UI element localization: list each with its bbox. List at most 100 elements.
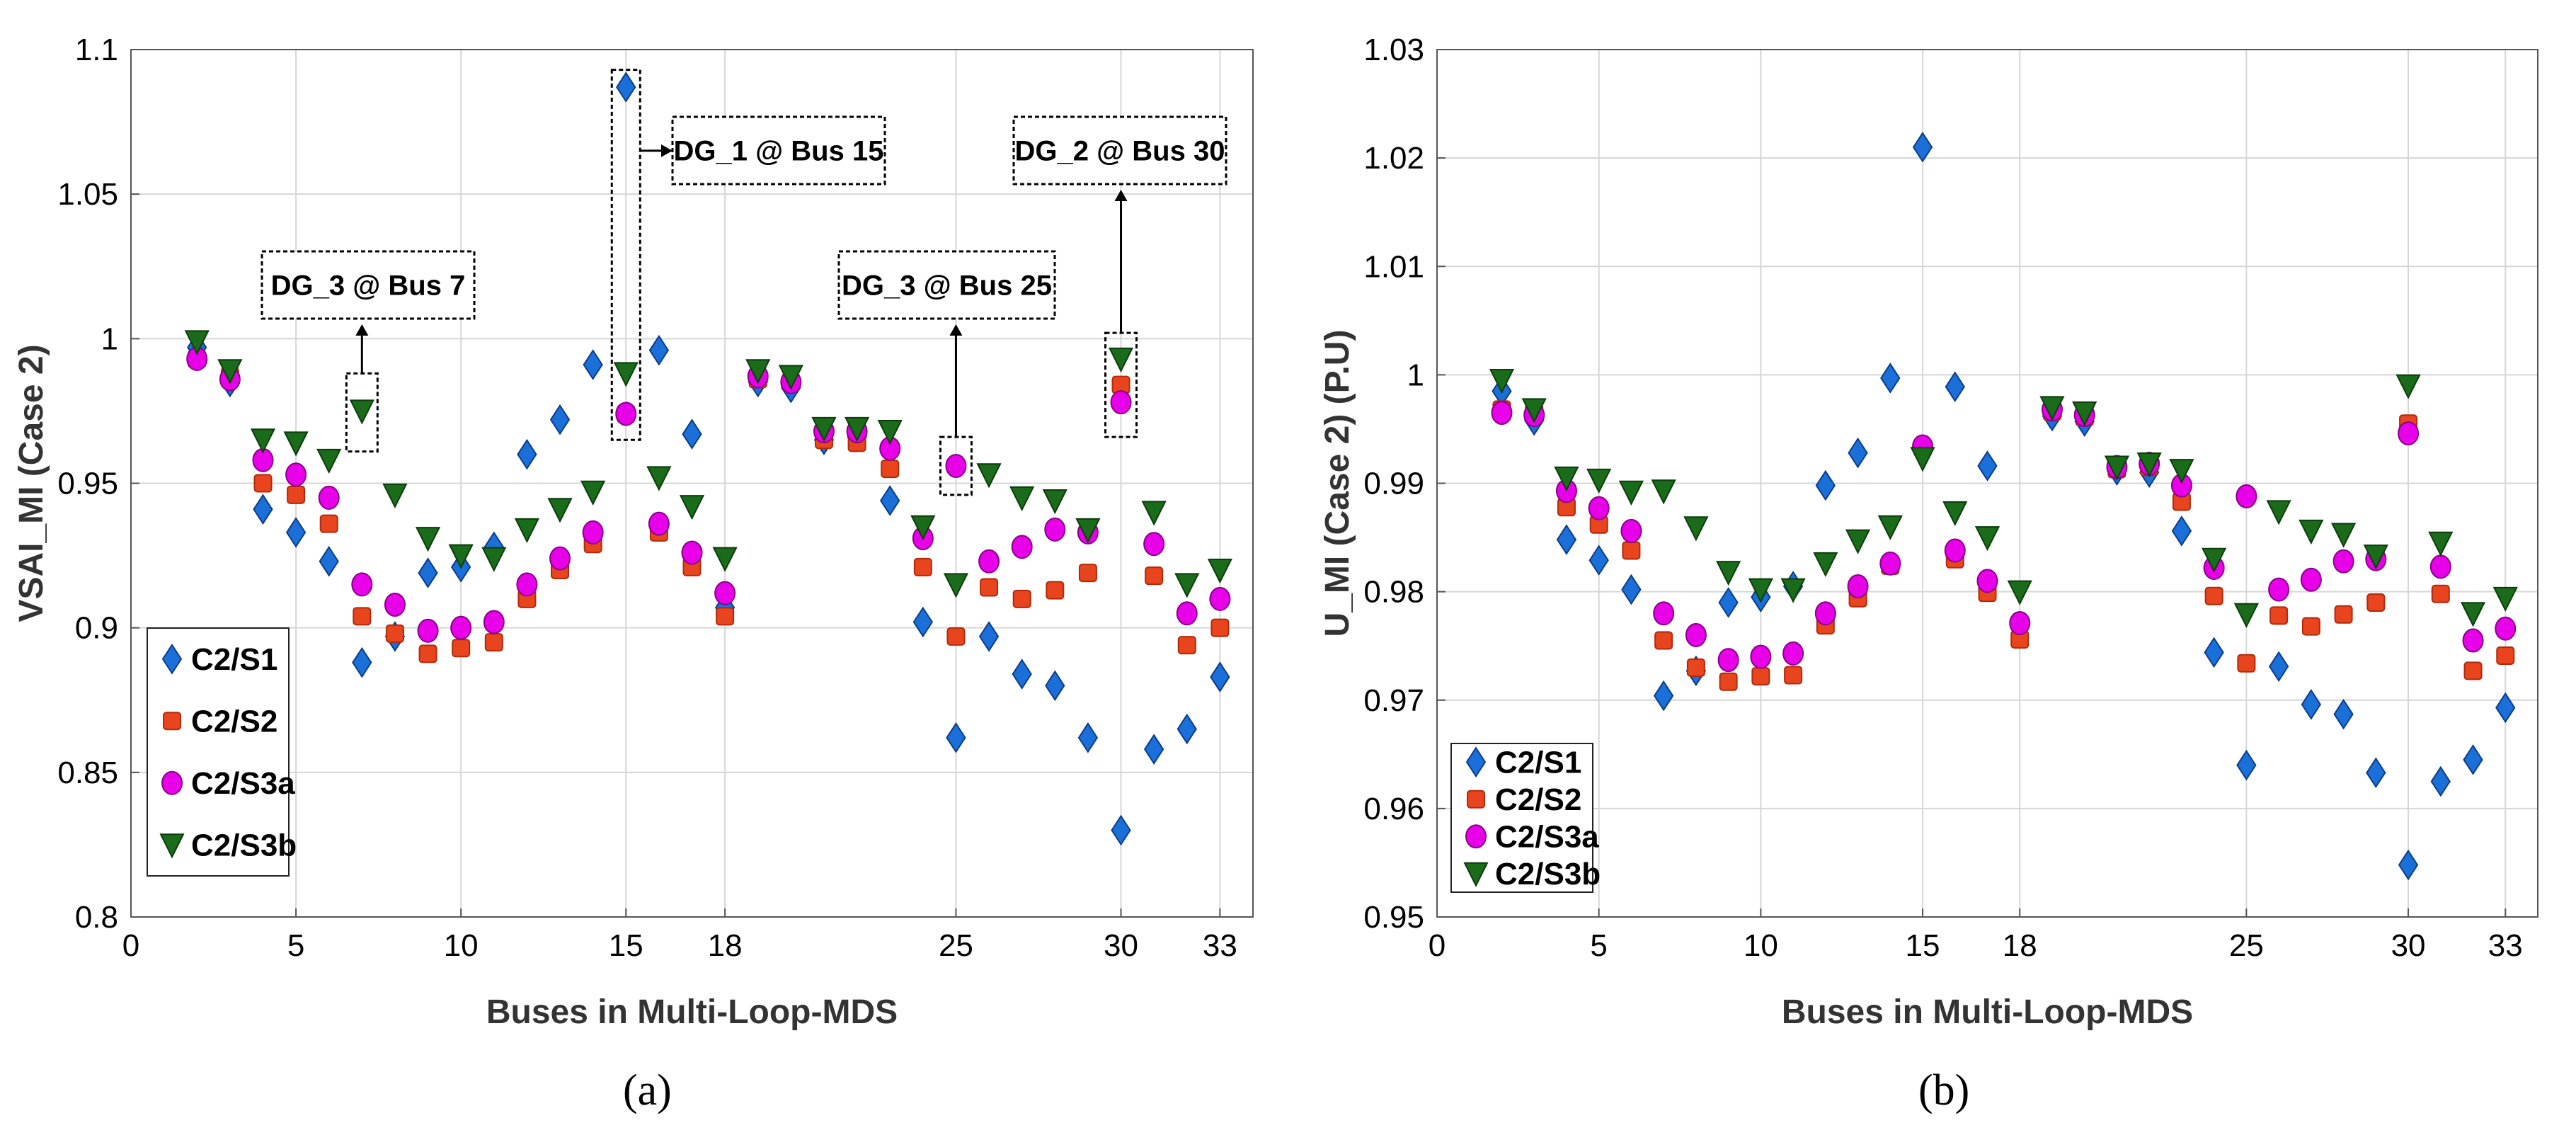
chart-b-point bbox=[2430, 765, 2451, 797]
chart-a-point bbox=[217, 359, 243, 384]
chart-a-point bbox=[1075, 518, 1101, 544]
chart-a-point bbox=[382, 483, 408, 509]
chart-b-x-tick-label: 10 bbox=[1744, 928, 1778, 963]
chart-b-y-tick-label: 0.99 bbox=[1363, 467, 1424, 501]
chart-b-y-tick-label: 0.97 bbox=[1363, 683, 1424, 718]
chart-b-y-tick-label: 1 bbox=[1407, 358, 1424, 392]
chart-a-point bbox=[1207, 559, 1233, 584]
highlight-box bbox=[610, 69, 641, 441]
annotation-bus-25: DG_3 @ Bus 25 bbox=[837, 250, 1056, 496]
chart-b-point bbox=[2496, 646, 2515, 665]
chart-a-point bbox=[943, 573, 969, 598]
chart-a-point bbox=[980, 578, 999, 597]
chart-a-point bbox=[1108, 347, 1134, 373]
chart-a-point bbox=[253, 474, 273, 493]
chart-a-point bbox=[549, 404, 571, 435]
chart-b-point bbox=[1651, 479, 1676, 505]
chart-b-point bbox=[2204, 586, 2223, 605]
chart-a-point bbox=[283, 431, 309, 457]
annotation-box bbox=[671, 115, 886, 186]
chart-b-point bbox=[2268, 577, 2290, 602]
chart-a-point bbox=[1210, 661, 1230, 692]
chart-b-point bbox=[2428, 531, 2454, 557]
chart-a-point bbox=[1044, 517, 1066, 542]
chart-b-point bbox=[2462, 628, 2484, 653]
chart-b-point bbox=[1780, 578, 1806, 603]
chart-b-point bbox=[2301, 689, 2322, 720]
chart-a-point bbox=[514, 518, 540, 544]
chart-b-point bbox=[1815, 469, 1836, 501]
chart-a-point bbox=[681, 540, 703, 565]
chart-a-point bbox=[714, 581, 736, 605]
chart-b-y-tick-label: 1.02 bbox=[1363, 141, 1424, 176]
annotation-arrowhead bbox=[1114, 190, 1128, 201]
annotation-label: DG_1 @ Bus 15 bbox=[674, 136, 884, 167]
chart-a-point bbox=[1009, 486, 1035, 512]
chart-b-point bbox=[2463, 744, 2483, 775]
chart-a-point bbox=[978, 549, 1000, 574]
annotation-arrowhead bbox=[661, 144, 672, 157]
chart-a-legend-marker bbox=[161, 770, 183, 795]
chart-a-point bbox=[877, 420, 903, 445]
chart-a-point bbox=[682, 418, 702, 450]
chart-b-point bbox=[1653, 601, 1675, 626]
chart-a-legend-marker bbox=[163, 712, 181, 731]
chart-a-point bbox=[253, 494, 273, 525]
chart-a-point bbox=[1077, 722, 1099, 753]
chart-b-point bbox=[2333, 698, 2354, 730]
chart-a-point bbox=[880, 485, 900, 516]
chart-b-point bbox=[2202, 547, 2227, 573]
chart-b-point bbox=[1848, 437, 1868, 469]
annotation-box bbox=[837, 250, 1056, 320]
chart-b-point bbox=[2009, 611, 2031, 636]
chart-b-point bbox=[2299, 519, 2324, 545]
chart-a-point bbox=[448, 544, 474, 569]
chart-b-point bbox=[2495, 692, 2516, 724]
chart-a-point bbox=[517, 438, 537, 470]
chart-a-point bbox=[287, 485, 306, 504]
chart-a-point bbox=[580, 480, 606, 506]
chart-a-point bbox=[1045, 670, 1065, 702]
chart-b-series-c2-s3b bbox=[1489, 369, 2518, 629]
chart-a-point bbox=[648, 511, 670, 536]
chart-b-y-tick-label: 0.96 bbox=[1363, 792, 1424, 826]
chart-a-point bbox=[881, 460, 900, 479]
chart-a-point bbox=[946, 627, 966, 646]
chart-a-point bbox=[484, 633, 503, 652]
chart-a-y-tick-label: 0.8 bbox=[75, 900, 118, 935]
chart-b-legend-marker bbox=[1465, 824, 1487, 849]
chart-a-point bbox=[285, 517, 307, 548]
chart-b-point bbox=[2363, 545, 2388, 570]
chart-b-point bbox=[2495, 616, 2517, 641]
chart-a-point bbox=[316, 448, 342, 474]
chart-a-x-tick-label: 25 bbox=[939, 928, 973, 963]
chart-a-point bbox=[583, 349, 603, 380]
chart-a-point bbox=[516, 572, 538, 597]
chart-b-point bbox=[2300, 567, 2322, 592]
chart-a-legend: C2/S1 C2/S2 C2/S3a C2/S3b bbox=[147, 627, 297, 877]
chart-a-point bbox=[679, 495, 705, 520]
chart-a-legend-marker bbox=[161, 643, 183, 675]
chart-a-point bbox=[1177, 636, 1196, 655]
annotation-arrowhead bbox=[355, 324, 369, 336]
chart-a-point bbox=[646, 466, 672, 491]
chart-b-point bbox=[2039, 396, 2065, 421]
chart-b-point bbox=[1977, 450, 1998, 481]
chart-b-point bbox=[2492, 586, 2518, 612]
chart-b-point bbox=[2072, 401, 2097, 427]
chart-a-point bbox=[1145, 566, 1164, 586]
chart-b-grid bbox=[1436, 49, 2538, 918]
chart-a-point bbox=[452, 639, 471, 658]
chart-a-point bbox=[1143, 734, 1164, 765]
annotation-bus-7: DG_3 @ Bus 7 bbox=[261, 250, 476, 453]
chart-b-point bbox=[1554, 466, 1579, 492]
chart-b-y-tick-label: 1.01 bbox=[1363, 249, 1424, 284]
chart-b-point bbox=[1622, 541, 1641, 560]
chart-b-point bbox=[2395, 374, 2421, 399]
chart-b-panel-label: (b) bbox=[1918, 1066, 1969, 1115]
chart-a-point bbox=[913, 557, 932, 576]
chart-a-point bbox=[450, 615, 472, 640]
annotation-box bbox=[261, 250, 476, 320]
chart-a-y-tick-label: 1 bbox=[101, 321, 118, 356]
